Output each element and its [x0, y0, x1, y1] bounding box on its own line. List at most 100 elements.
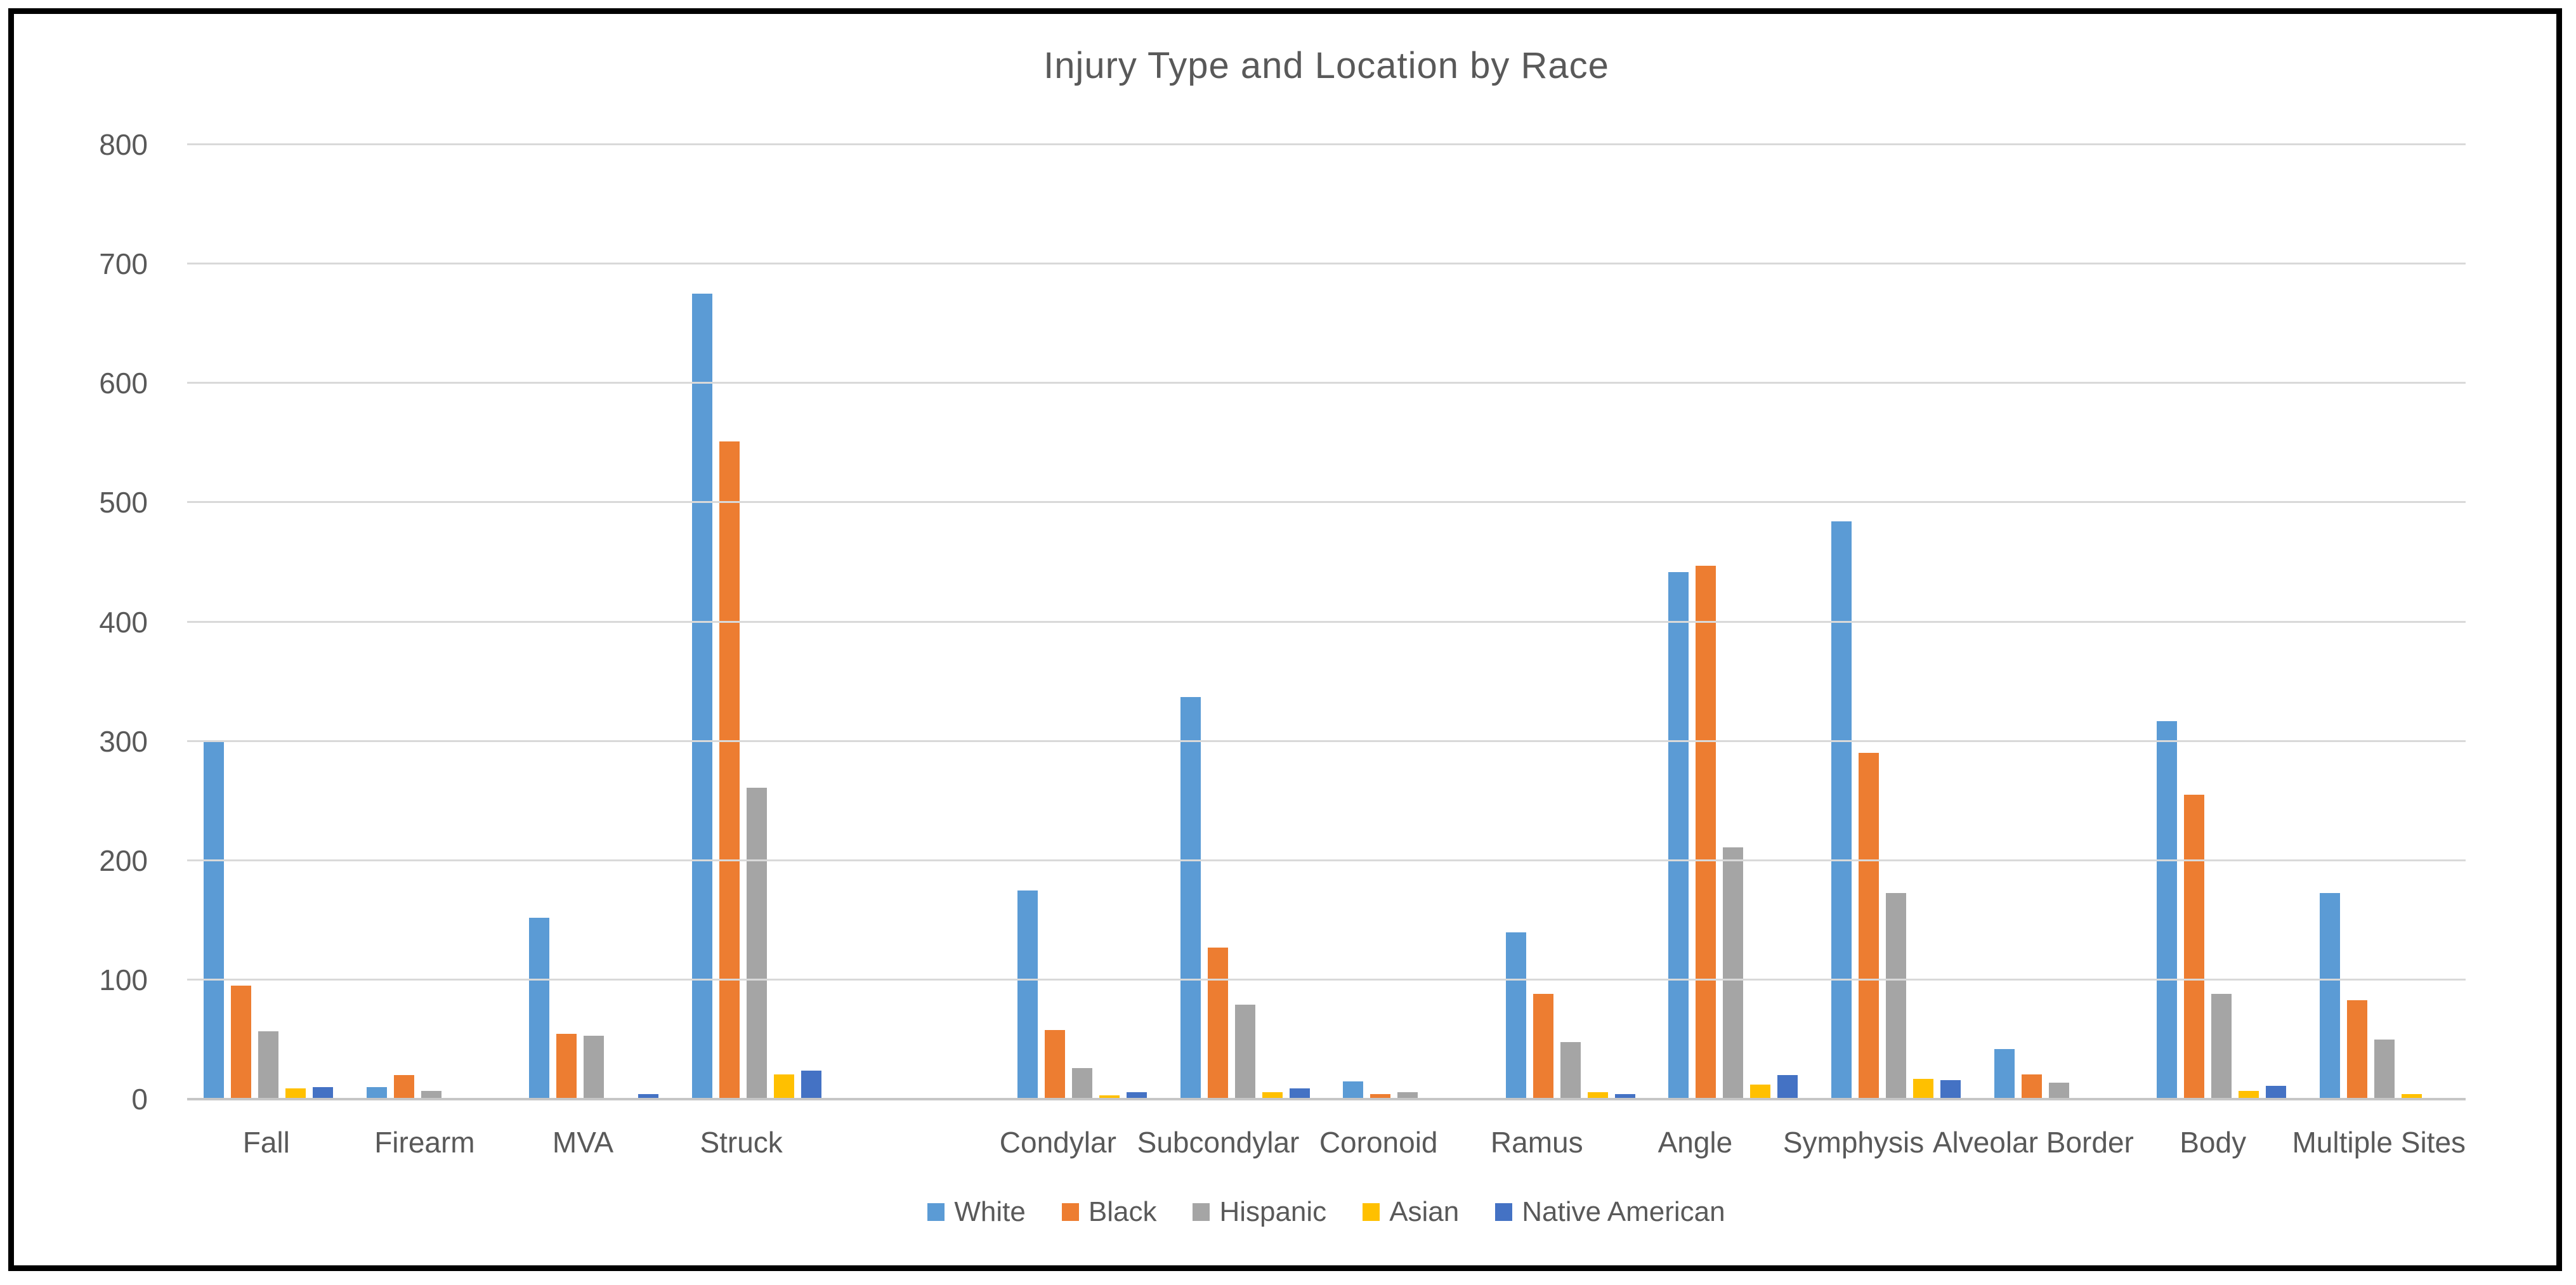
y-tick-label: 300 — [99, 724, 148, 758]
x-axis-slot: Fall — [187, 1124, 346, 1168]
legend-label: Black — [1088, 1196, 1157, 1227]
x-axis-label: Symphysis — [1782, 1126, 1925, 1159]
x-axis-label: Struck — [700, 1126, 783, 1159]
bar-asian-angle — [1750, 1085, 1771, 1099]
legend: White Black Hispanic Asian Native American — [187, 1196, 2466, 1228]
bar-asian-struck — [774, 1074, 795, 1099]
x-axis-slot: Coronoid — [1299, 1124, 1458, 1168]
x-axis-label: Fall — [242, 1126, 290, 1159]
category-group-multiple-sites — [2303, 145, 2466, 1099]
bar-hispanic-alveolar-border — [2048, 1082, 2069, 1099]
gridline — [187, 382, 2466, 384]
legend-swatch-white — [927, 1203, 945, 1221]
category-group-fall — [187, 145, 350, 1099]
bar-native-american-condylar — [1127, 1092, 1147, 1099]
bar-hispanic-fall — [258, 1031, 279, 1099]
bar-white-coronoid — [1343, 1081, 1364, 1099]
category-group-mva — [513, 145, 676, 1099]
bar-asian-fall — [285, 1088, 306, 1099]
x-axis-label: Body — [2180, 1126, 2247, 1159]
x-axis-label: Condylar — [999, 1126, 1116, 1159]
legend-label: Native American — [1522, 1196, 1725, 1227]
x-axis-label: Angle — [1657, 1126, 1733, 1159]
x-axis-label: Multiple Sites — [2292, 1126, 2466, 1159]
category-group-struck — [676, 145, 839, 1099]
chart-frame — [8, 8, 2562, 1271]
x-axis-slot — [820, 1124, 979, 1168]
gridline — [187, 978, 2466, 981]
gridline — [187, 620, 2466, 623]
bar-black-multiple-sites — [2346, 1000, 2367, 1099]
bar-white-subcondylar — [1180, 697, 1201, 1099]
bar-black-body — [2184, 795, 2205, 1099]
bar-hispanic-body — [2211, 994, 2232, 1099]
bar-native-american-body — [2266, 1086, 2287, 1099]
legend-swatch-native-american — [1495, 1203, 1513, 1221]
legend-swatch-asian — [1363, 1203, 1380, 1221]
category-group-coronoid — [1326, 145, 1489, 1099]
bar-asian-condylar — [1099, 1095, 1120, 1099]
bar-hispanic-ramus — [1560, 1041, 1581, 1099]
bar-white-angle — [1668, 571, 1689, 1099]
bar-hispanic-coronoid — [1397, 1092, 1418, 1099]
y-tick-label: 700 — [99, 247, 148, 281]
bars-row — [187, 145, 2466, 1099]
bar-white-condylar — [1017, 890, 1038, 1099]
bar-black-alveolar-border — [2021, 1074, 2042, 1099]
x-axis-slot: Symphysis — [1774, 1124, 1933, 1168]
bar-black-coronoid — [1370, 1094, 1391, 1099]
category-group-body — [2140, 145, 2303, 1099]
bar-black-subcondylar — [1207, 948, 1228, 1099]
bar-asian-subcondylar — [1262, 1092, 1283, 1099]
bar-white-symphysis — [1831, 521, 1852, 1099]
bar-white-ramus — [1505, 932, 1526, 1099]
legend-item-white: White — [927, 1196, 1026, 1228]
bar-white-body — [2157, 721, 2178, 1099]
bar-black-struck — [719, 441, 740, 1099]
legend-swatch-black — [1061, 1203, 1079, 1221]
chart-title: Injury Type and Location by Race — [1043, 45, 1609, 86]
bar-asian-body — [2239, 1090, 2259, 1099]
x-axis-slot: Ramus — [1458, 1124, 1616, 1168]
bar-native-american-struck — [801, 1070, 822, 1099]
bar-native-american-ramus — [1614, 1094, 1635, 1099]
y-tick-label: 400 — [99, 605, 148, 639]
x-axis-label: Subcondylar — [1137, 1126, 1300, 1159]
bar-black-fall — [231, 986, 252, 1099]
x-axis-slot: Condylar — [979, 1124, 1137, 1168]
bar-hispanic-subcondylar — [1234, 1005, 1255, 1099]
category-group-ramus — [1489, 145, 1652, 1099]
bar-black-angle — [1696, 566, 1716, 1099]
category-group-angle — [1652, 145, 1815, 1099]
y-tick-label: 200 — [99, 844, 148, 877]
bar-black-condylar — [1045, 1029, 1066, 1099]
category-group-subcondylar — [1163, 145, 1326, 1099]
legend-item-asian: Asian — [1363, 1196, 1459, 1228]
gridline — [187, 263, 2466, 265]
bar-native-american-fall — [313, 1087, 334, 1099]
bar-white-mva — [529, 918, 550, 1099]
bar-asian-symphysis — [1913, 1079, 1934, 1099]
x-axis-label: MVA — [552, 1126, 614, 1159]
legend-item-hispanic: Hispanic — [1193, 1196, 1326, 1228]
y-tick-label: 100 — [99, 963, 148, 996]
x-axis-label: Alveolar Border — [1932, 1126, 2134, 1159]
x-axis-label: Firearm — [374, 1126, 475, 1159]
gridline — [187, 740, 2466, 742]
bar-black-ramus — [1533, 994, 1553, 1099]
bar-white-multiple-sites — [2319, 892, 2340, 1099]
bar-black-symphysis — [1859, 753, 1880, 1099]
bar-native-american-angle — [1777, 1075, 1798, 1099]
x-axis-slot: Subcondylar — [1137, 1124, 1300, 1168]
x-axis-slot: Struck — [662, 1124, 821, 1168]
x-axis-label: Ramus — [1490, 1126, 1583, 1159]
y-tick-label: 600 — [99, 367, 148, 400]
category-group-alveolar-border — [1977, 145, 2140, 1099]
y-tick-label: 800 — [99, 128, 148, 161]
bar-native-american-subcondylar — [1289, 1088, 1310, 1099]
bar-native-american-mva — [638, 1094, 659, 1099]
category-group-symphysis — [1815, 145, 1978, 1099]
gridline — [187, 859, 2466, 861]
bar-hispanic-mva — [584, 1036, 605, 1099]
bar-white-fall — [204, 741, 225, 1099]
